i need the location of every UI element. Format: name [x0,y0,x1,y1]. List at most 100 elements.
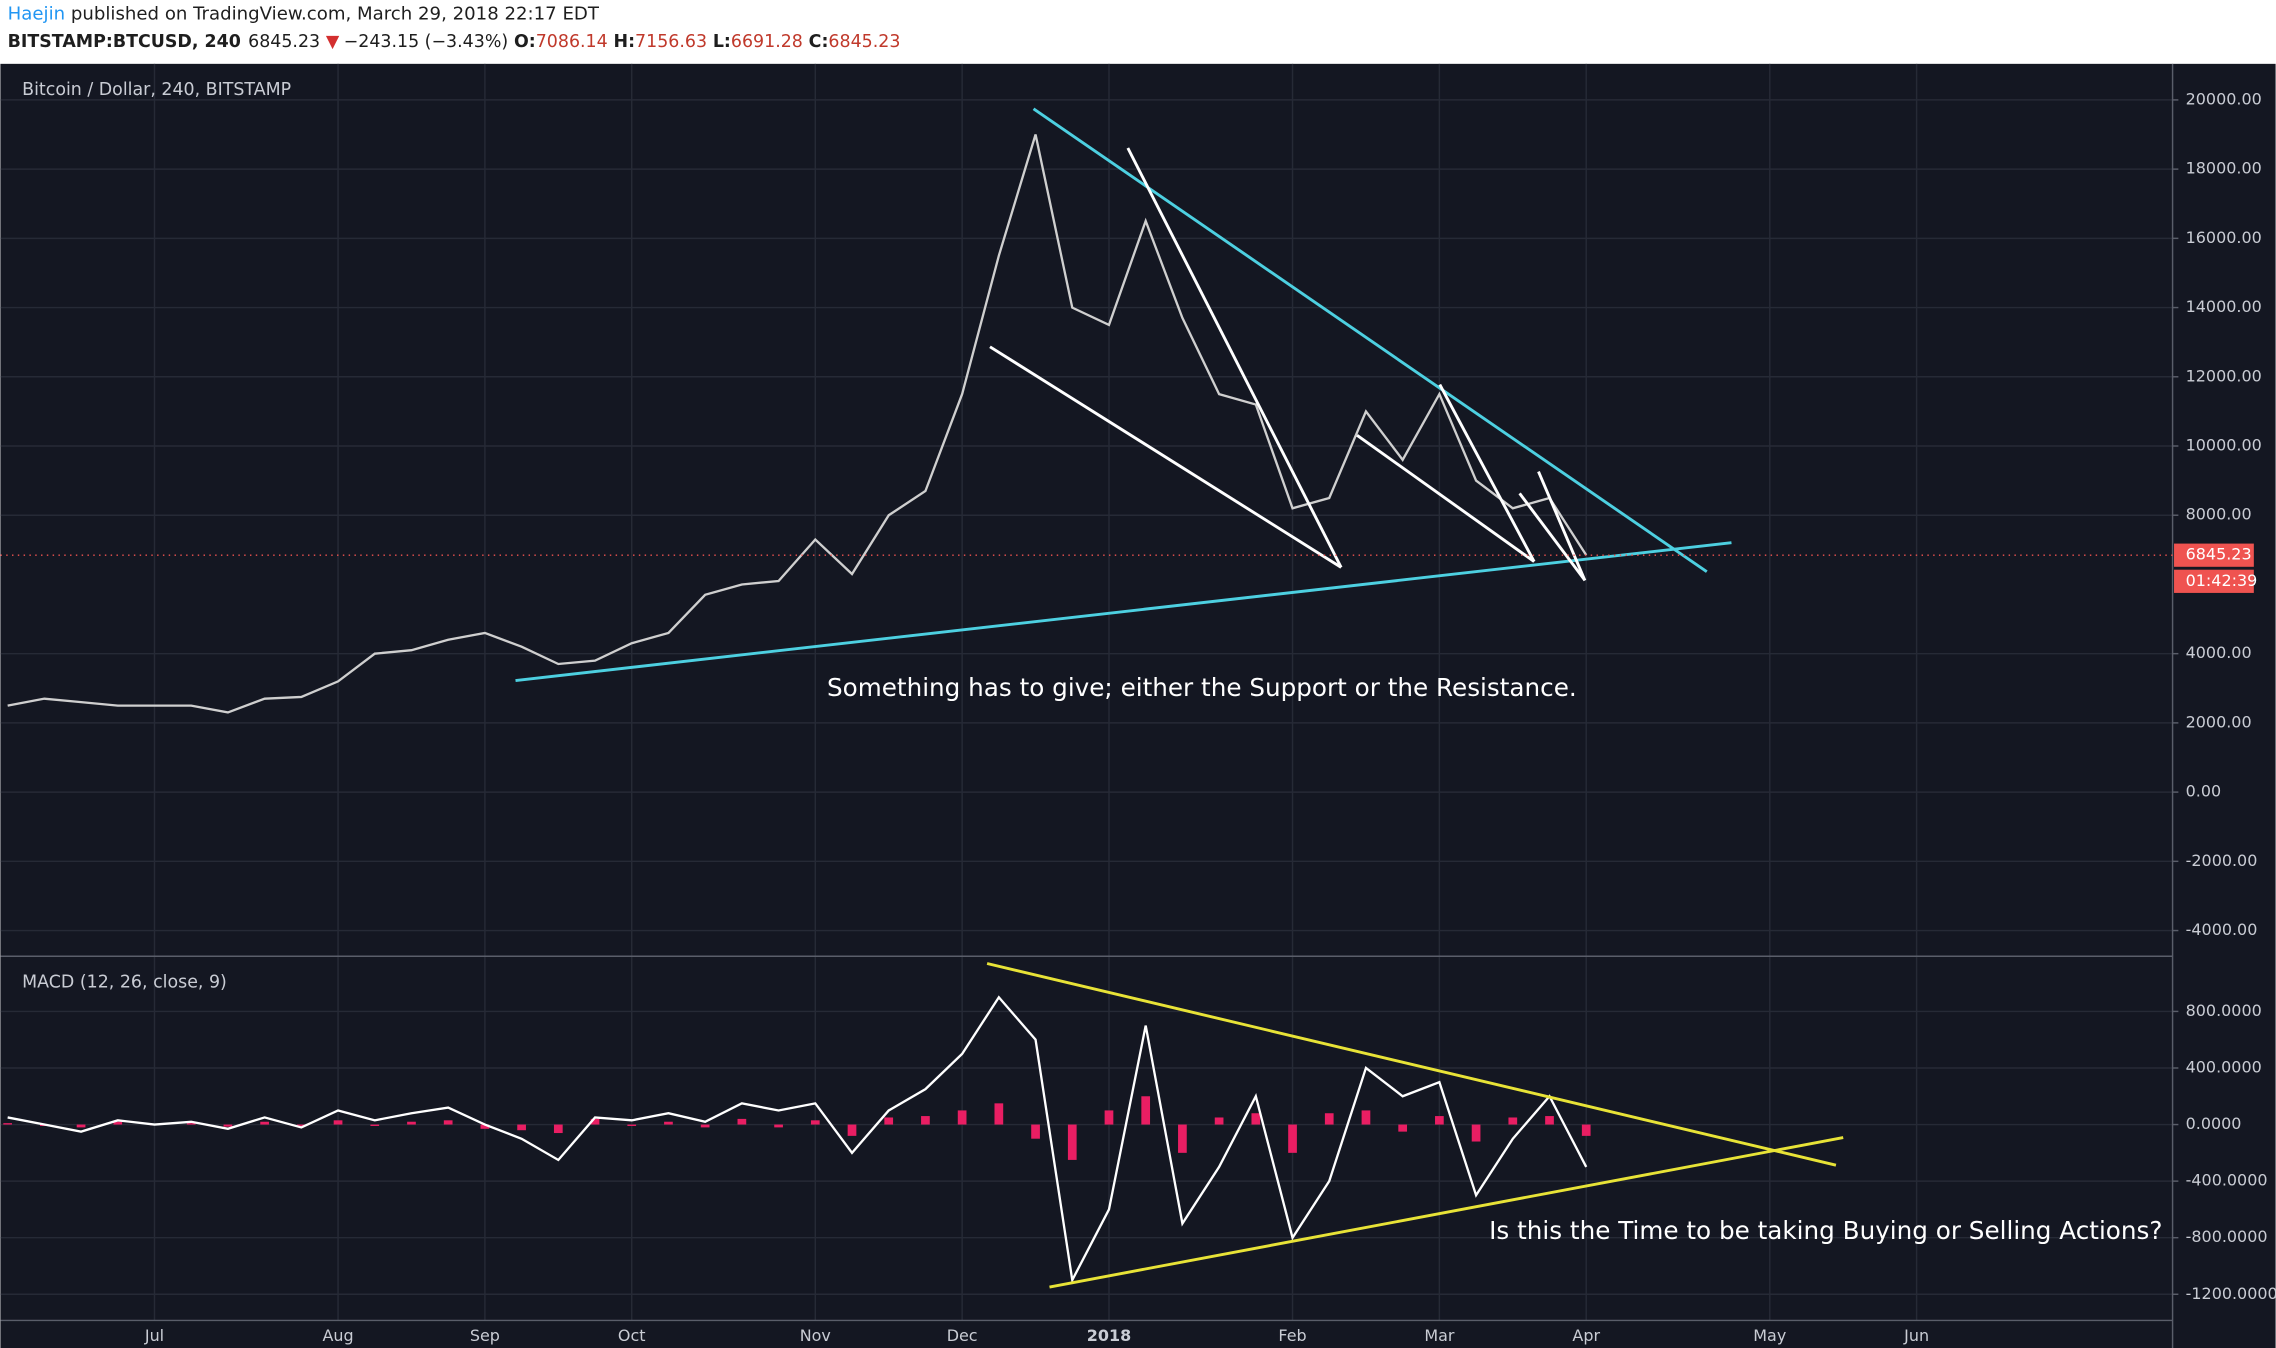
y-tick-label: 800.0000 [2186,1001,2262,1020]
y-tick-label: 10000.00 [2186,436,2262,455]
channel-line [1518,492,1587,582]
arrow: ▼ [326,32,340,52]
histogram-bar [810,1120,820,1125]
price-line [7,134,1588,714]
header-bar [0,0,2276,64]
x-tick-label: Jun [1903,1326,1929,1345]
histogram-bar [1104,1110,1114,1125]
marks [3,134,1591,1284]
histogram-bar [1545,1116,1554,1125]
histogram-bar [517,1124,526,1131]
histogram-bar [333,1120,343,1125]
histogram-bar [1251,1113,1261,1125]
publish-line: Haejin published on TradingView.com, Marc… [8,4,600,25]
price: 6845.23 [248,32,320,52]
change: −243.15 (−3.43%) [344,32,508,52]
x-tick-label: May [1753,1326,1786,1345]
histogram-bar [1581,1124,1591,1136]
histogram-bar [627,1124,637,1126]
published: published on TradingView.com, March 29, … [71,4,600,25]
histogram-bar [1214,1117,1224,1125]
symbol: BITSTAMP:BTCUSD, 240 [8,32,241,52]
macd-pane-title: MACD (12, 26, close, 9) [22,972,227,992]
histogram-bar [1324,1113,1334,1125]
histogram-bar [1471,1124,1481,1142]
low-label: L: [713,32,731,52]
x-tick-label: Aug [322,1326,353,1345]
y-tick-label: 0.00 [2186,782,2222,801]
x-tick-label: Apr [1572,1326,1600,1345]
drawings [515,107,1844,1289]
y-tick-label: 2000.00 [2186,712,2252,731]
histogram-bar [480,1124,490,1129]
close-label: C: [809,32,829,52]
histogram-bar [957,1110,967,1125]
y-tick-label: -400.0000 [2186,1171,2268,1190]
x-tick-label: Mar [1424,1326,1455,1345]
histogram-bar [590,1118,600,1125]
y-tick-label: 400.0000 [2186,1057,2262,1076]
macd-resistance [986,962,1837,1167]
y-tick-label: 20000.00 [2186,89,2262,108]
x-tick-label: 2018 [1087,1326,1131,1345]
histogram-bar [921,1116,930,1125]
countdown: 01:42:39 [2186,571,2258,590]
channel-line [1537,471,1587,581]
support-line [515,541,1732,682]
channel-line [1438,383,1536,563]
price-pane-title: Bitcoin / Dollar, 240, BITSTAMP [22,80,291,100]
high-label: H: [614,32,636,52]
histogram-bar [1031,1124,1040,1139]
histogram-bar [260,1121,269,1125]
histogram-bar [664,1121,673,1125]
histogram-bar [407,1121,416,1125]
histogram-bar [1398,1124,1408,1132]
x-tick-label: Nov [800,1326,831,1345]
histogram-bar [1067,1124,1077,1160]
countdown-tag [2174,569,2254,593]
histogram-bar [1141,1096,1151,1125]
close: 6845.23 [828,32,900,52]
macd-support [1049,1136,1844,1289]
histogram-bar [884,1117,894,1125]
x-tick-label: Jul [144,1326,164,1345]
last-price-tag [2174,543,2254,567]
y-tick-label: -800.0000 [2186,1227,2268,1246]
annotation: Is this the Time to be taking Buying or … [1489,1216,2162,1245]
author[interactable]: Haejin [8,4,65,25]
y-tick-label: -1200.0000 [2186,1284,2276,1303]
histogram-bar [774,1124,783,1128]
y-tick-label: 4000.00 [2186,643,2252,662]
histogram-bar [553,1124,563,1134]
x-tick-label: Sep [470,1326,500,1345]
histogram-bar [994,1103,1004,1125]
histogram-bar [700,1124,710,1128]
y-tick-label: -4000.00 [2186,920,2258,939]
y-tick-label: 8000.00 [2186,505,2252,524]
histogram-bar [296,1124,306,1126]
channel-line [1356,434,1535,563]
chart-area [0,63,2276,1348]
price-line [7,995,1588,1284]
histogram-bar [1435,1116,1444,1125]
last-price-label: 6845.23 [2186,545,2252,564]
open: 7086.14 [536,32,608,52]
histogram-bar [370,1124,380,1126]
histogram-bar [737,1118,747,1125]
channel-line [1126,147,1343,569]
x-tick-label: Oct [618,1326,646,1345]
x-tick-label: Dec [947,1326,978,1345]
y-tick-label: 14000.00 [2186,297,2262,316]
histogram-bar [847,1124,857,1136]
histogram-bar [76,1124,86,1128]
channel-line [989,345,1342,569]
x-tick-label: Feb [1278,1326,1306,1345]
open-label: O: [514,32,536,52]
symbol-line: BITSTAMP:BTCUSD, 240 6845.23 ▼ −243.15 (−3.… [8,32,901,52]
high: 7156.63 [635,32,707,52]
histogram-bar [1178,1124,1187,1153]
histogram-bar [1508,1117,1518,1125]
y-tick-label: 0.0000 [2186,1114,2242,1133]
y-tick-label: 16000.00 [2186,228,2262,247]
